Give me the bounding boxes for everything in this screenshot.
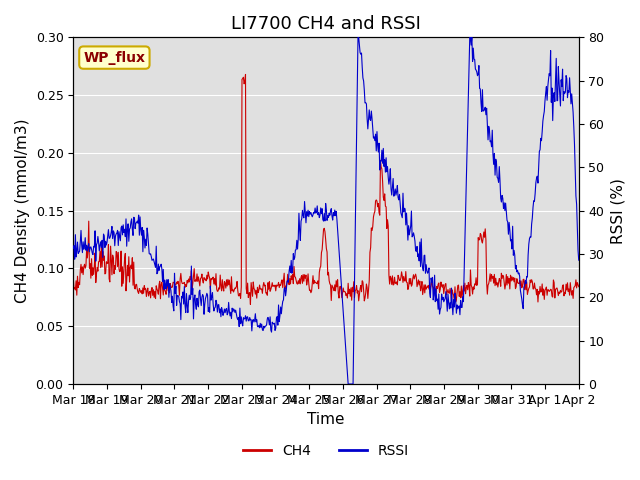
Title: LI7700 CH4 and RSSI: LI7700 CH4 and RSSI [231,15,421,33]
Text: WP_flux: WP_flux [83,50,145,65]
Y-axis label: CH4 Density (mmol/m3): CH4 Density (mmol/m3) [15,119,30,303]
Legend: CH4, RSSI: CH4, RSSI [237,439,414,464]
X-axis label: Time: Time [307,412,345,427]
Y-axis label: RSSI (%): RSSI (%) [610,178,625,244]
